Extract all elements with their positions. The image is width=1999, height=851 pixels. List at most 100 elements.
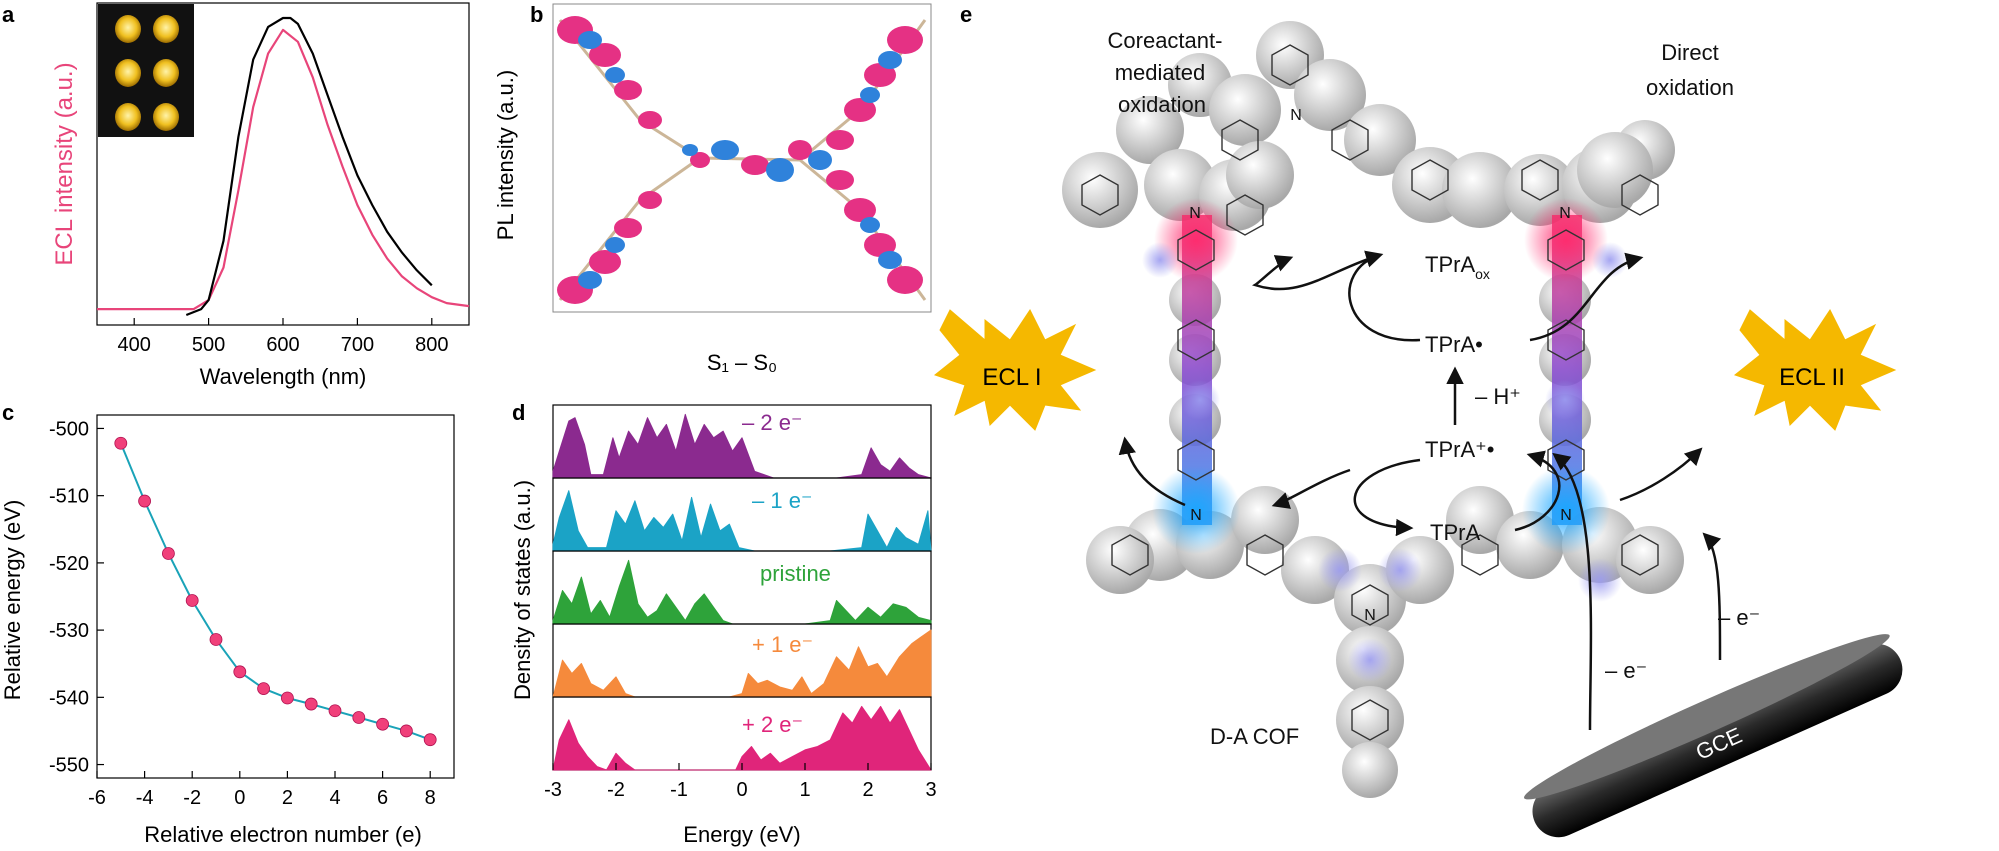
n-atom-left-top: N — [1189, 205, 1201, 222]
ecl-ii-label: ECL II — [1779, 364, 1845, 391]
panel-c-point — [185, 594, 199, 607]
panel-c-point — [138, 494, 152, 508]
tpra-radical-label: TPrA• — [1425, 332, 1483, 357]
panel-a-series-line-1 — [185, 16, 433, 317]
panel-label-a: a — [2, 2, 15, 27]
dos-area-3 — [552, 629, 932, 698]
panel-d-ylabel: Density of states (a.u.) — [510, 480, 535, 700]
cof-label: D-A COF — [1210, 724, 1299, 749]
coreactant-label-2: mediated — [1115, 60, 1206, 85]
panel-c-point — [376, 717, 390, 731]
panel-c-series-line — [119, 442, 431, 741]
panel-c-ytick-label: -510 — [49, 486, 89, 508]
panel-c-ytick-label: -540 — [49, 687, 89, 709]
panel-c-xtick-label: 4 — [329, 787, 340, 809]
panel-b-caption: S₁ – S₀ — [707, 350, 777, 375]
panel-c-point — [257, 682, 271, 695]
dos-area-1 — [552, 490, 932, 552]
n-atom-left-donor: N — [1190, 507, 1202, 524]
panel-c-ytick-label: -550 — [49, 755, 89, 777]
panel-c-frame — [96, 414, 455, 779]
ecl-image-inset — [98, 4, 194, 137]
dos-series-label: – 2 e⁻ — [742, 410, 803, 435]
panel-a-xtick-label: 700 — [341, 334, 374, 356]
panel-c-xtick-label: -6 — [88, 787, 106, 809]
dos-series-label: – 1 e⁻ — [752, 488, 813, 513]
panel-d-xtick-label: 1 — [799, 779, 810, 801]
tpra-ox-main: TPrA — [1425, 252, 1475, 277]
panel-c-ytick-label: -520 — [49, 553, 89, 575]
panel-d-xtick-label: 3 — [925, 779, 936, 801]
panel-label-b: b — [530, 2, 543, 27]
n-atom-right-top: N — [1559, 205, 1571, 222]
gce-electrode: GCE — [1524, 634, 1903, 838]
panel-c-xlabel: Relative electron number (e) — [144, 822, 422, 847]
panel-label-d: d — [512, 400, 525, 425]
minus-e-left: – e⁻ — [1605, 658, 1647, 683]
ecl-ii-burst: ECL II — [1733, 309, 1897, 431]
panel-c-point — [161, 547, 175, 560]
panel-c-point — [304, 697, 318, 711]
coreactant-label-1: Coreactant- — [1108, 28, 1223, 53]
tpra-ox-label: TPrAox — [1425, 252, 1490, 282]
dos-series-label: + 2 e⁻ — [742, 712, 803, 737]
panel-c-ytick-label: -530 — [49, 620, 89, 642]
n-atom-right-donor: N — [1560, 507, 1572, 524]
panel-d-xtick-label: -2 — [607, 779, 625, 801]
panel-a-series-line-0 — [97, 28, 470, 311]
panel-d-xtick-label: -1 — [670, 779, 688, 801]
panel-c-point — [423, 733, 437, 747]
minus-e-right: – e⁻ — [1718, 605, 1760, 630]
panel-a-xtick-label: 800 — [415, 334, 448, 356]
panel-d-xtick-label: -3 — [544, 779, 562, 801]
dos-series-label: + 1 e⁻ — [752, 632, 813, 657]
n-atom-bottom: N — [1364, 607, 1376, 624]
panel-c-point — [233, 665, 247, 679]
panel-d-xtick-label: 2 — [862, 779, 873, 801]
panel-a-xlabel: Wavelength (nm) — [200, 364, 367, 389]
ecl-i-label: ECL I — [982, 364, 1041, 391]
dos-area-0 — [552, 413, 932, 479]
panel-c-point — [209, 633, 223, 646]
panel-c-xtick-label: -4 — [136, 787, 154, 809]
panel-c-point — [399, 724, 413, 738]
minus-h-label: – H⁺ — [1475, 384, 1521, 409]
orbital-density-map — [557, 16, 927, 304]
panel-c-point — [352, 711, 366, 724]
panel-c-xtick-label: 6 — [377, 787, 388, 809]
panel-c-point — [328, 704, 342, 718]
panel-c-xtick-label: 2 — [282, 787, 293, 809]
panel-label-e: e — [960, 2, 972, 27]
panel-a-chart: 400 500 600 700 800 Wavelength (nm) ECL inte… — [51, 2, 470, 389]
panel-c-xtick-label: -2 — [183, 787, 201, 809]
panel-b-ylabel: PL intensity (a.u.) — [493, 70, 518, 240]
reaction-arrows — [1118, 250, 1722, 731]
dos-area-2 — [552, 559, 932, 625]
panel-c-xtick-label: 0 — [234, 787, 245, 809]
panel-d-chart: – 2 e⁻ – 1 e⁻ pristine + 1 e⁻ + 2 e⁻ -3 -2 -1 0… — [510, 404, 937, 847]
panel-a-xtick-label: 400 — [118, 334, 151, 356]
panel-label-c: c — [2, 400, 14, 425]
direct-label-1: Direct — [1661, 40, 1718, 65]
dos-area-4 — [552, 705, 932, 771]
panel-c-ylabel: Relative energy (eV) — [0, 500, 25, 701]
coreactant-label-3: oxidation — [1118, 92, 1206, 117]
panel-d-xtick-label: 0 — [736, 779, 747, 801]
panel-c-point — [114, 436, 128, 450]
panel-c-xtick-label: 8 — [425, 787, 436, 809]
n-atom-top: N — [1290, 107, 1302, 124]
tpra-ox-sub: ox — [1475, 266, 1490, 282]
panel-b-orbital: PL intensity (a.u.) S₁ – S₀ — [493, 3, 932, 375]
panel-a-xtick-label: 500 — [192, 334, 225, 356]
cof-framework: N N N N N N — [1062, 21, 1684, 798]
tpra-label: TPrA — [1430, 520, 1480, 545]
panel-a-xtick-label: 600 — [266, 334, 299, 356]
panel-d-xlabel: Energy (eV) — [683, 822, 800, 847]
panel-a-ylabel: ECL intensity (a.u.) — [51, 62, 78, 265]
panel-c-point — [280, 691, 294, 705]
ecl-i-burst: ECL I — [933, 309, 1097, 431]
panel-c-ytick-label: -500 — [49, 418, 89, 440]
dos-series-label: pristine — [760, 561, 831, 586]
panel-e-scheme: N N N N N N ECL I ECL II Coreactant- med… — [933, 21, 1903, 838]
